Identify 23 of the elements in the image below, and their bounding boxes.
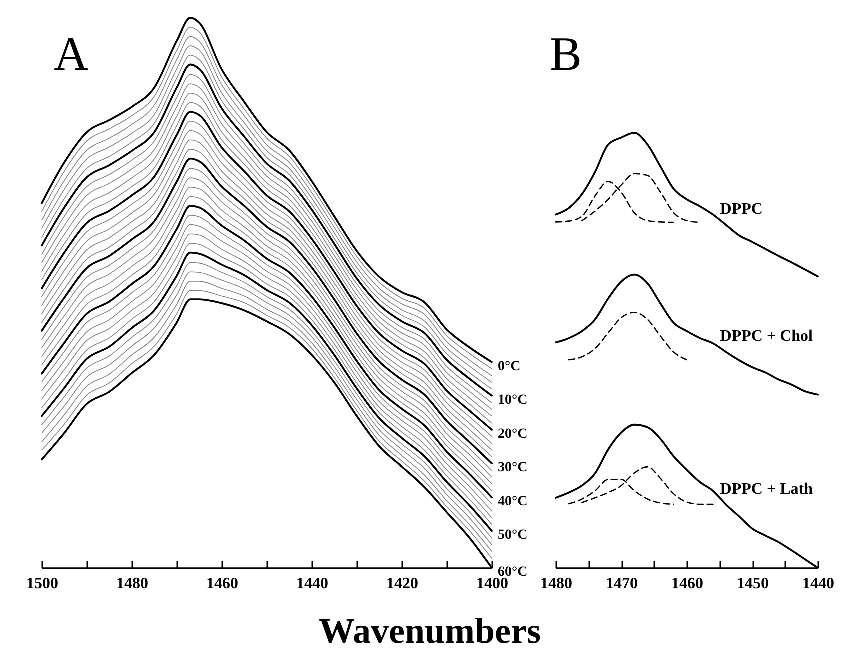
series-label: 30°C — [498, 460, 528, 476]
series-label: 10°C — [498, 392, 528, 408]
x-tick-label: 1480 — [116, 576, 148, 592]
x-tick-label: 1470 — [606, 576, 638, 592]
series-label: 0°C — [498, 359, 521, 374]
x-tick-label: 1450 — [737, 576, 769, 592]
series-label: DPPC — [720, 201, 763, 218]
x-tick-label: 1420 — [386, 576, 418, 592]
chart-title: A — [54, 28, 89, 81]
x-tick-label: 1440 — [802, 576, 834, 592]
series-label: DPPC + Chol — [720, 328, 814, 346]
x-axis-title: Wavenumbers — [318, 611, 542, 651]
series-label: DPPC + Lath — [720, 480, 814, 498]
x-tick-label: 1400 — [476, 576, 508, 592]
series-label: 50°C — [498, 528, 528, 544]
x-tick-label: 1460 — [206, 576, 238, 592]
series-label: 40°C — [498, 494, 528, 510]
chart-title: B — [550, 28, 582, 81]
x-tick-label: 1460 — [672, 576, 704, 592]
x-tick-label: 1500 — [26, 576, 58, 592]
x-tick-label: 1440 — [296, 576, 328, 592]
x-tick-label: 1480 — [540, 576, 572, 592]
series-label: 20°C — [498, 426, 528, 442]
